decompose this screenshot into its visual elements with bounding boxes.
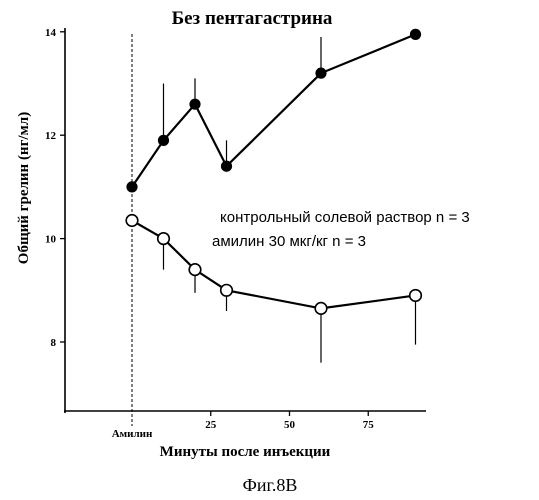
ticks: 8 10 12 14 25 50 75: [45, 27, 374, 431]
data-point: [221, 285, 233, 297]
y-axis-label: Общий грелин (нг/мл): [16, 112, 32, 264]
data-point: [222, 161, 232, 171]
data-point: [159, 136, 169, 146]
x-tick-label: 50: [284, 419, 296, 431]
legend-entry-1: контрольный солевой раствор n = 3: [220, 209, 470, 226]
y-tick-label: 10: [45, 234, 57, 246]
x-axis-label: Минуты после инъекции: [160, 444, 331, 460]
plot-area: [126, 30, 421, 363]
data-point: [189, 264, 201, 276]
y-tick-label: 8: [51, 337, 57, 349]
series-1: [127, 30, 420, 192]
legend-entry-2: амилин 30 мкг/кг n = 3: [212, 233, 366, 250]
data-point: [127, 182, 137, 192]
chart-title: Без пентагастрина: [172, 8, 333, 29]
data-point: [126, 215, 138, 227]
data-point: [190, 99, 200, 109]
data-point: [411, 30, 421, 40]
series-line: [132, 34, 416, 187]
y-tick-label: 12: [45, 130, 57, 142]
x-start-label: Амилин: [112, 428, 153, 440]
x-tick-label: 25: [205, 419, 217, 431]
axes: [64, 28, 426, 426]
data-point: [316, 68, 326, 78]
data-point: [315, 303, 327, 315]
data-point: [158, 233, 170, 245]
figure-caption: Фиг.8В: [243, 475, 298, 495]
x-tick-label: 75: [363, 419, 375, 431]
y-tick-label: 14: [45, 27, 57, 39]
data-point: [410, 290, 422, 302]
